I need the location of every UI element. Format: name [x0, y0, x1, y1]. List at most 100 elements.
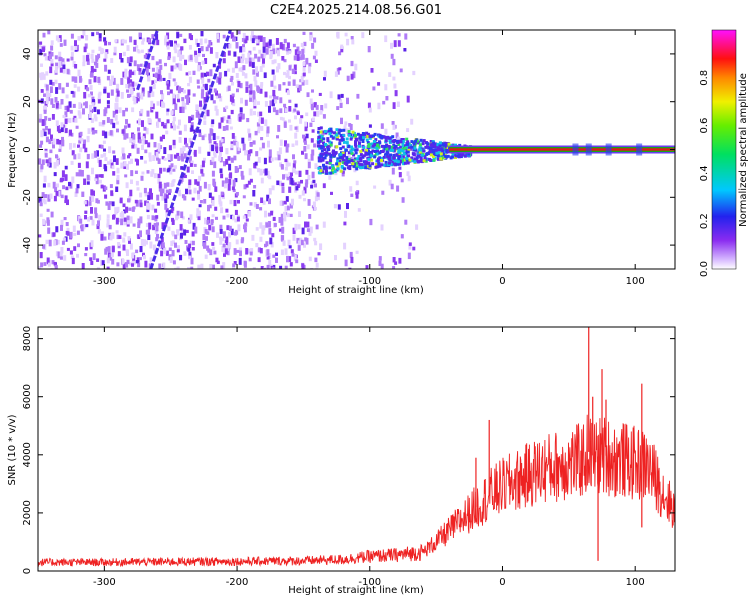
noise-cell	[50, 59, 54, 64]
noise-cell	[241, 237, 245, 242]
noise-cell	[171, 231, 175, 237]
noise-cell	[400, 234, 404, 239]
transition-cell	[339, 129, 343, 133]
noise-cell	[43, 175, 47, 183]
noise-cell	[38, 266, 42, 269]
noise-cell	[272, 75, 276, 81]
transition-cell	[429, 147, 433, 151]
noise-cell	[323, 77, 326, 81]
transition-cell	[328, 152, 331, 156]
transition-cell	[352, 164, 356, 168]
noise-cell	[286, 255, 289, 263]
transition-cell	[359, 133, 363, 137]
transition-cell	[350, 145, 354, 149]
noise-cell	[222, 231, 226, 239]
noise-cell	[45, 90, 49, 98]
noise-cell	[108, 41, 111, 46]
noise-cell	[294, 115, 297, 120]
noise-cell	[410, 118, 414, 125]
transition-cell	[413, 157, 417, 161]
noise-cell	[46, 208, 50, 212]
noise-cell	[124, 125, 127, 129]
transition-cell	[461, 152, 465, 156]
noise-cell	[144, 193, 148, 197]
noise-cell	[365, 265, 369, 269]
noise-cell	[91, 153, 95, 159]
transition-cell	[351, 162, 355, 166]
noise-cell	[176, 152, 180, 157]
noise-cell	[293, 255, 297, 261]
noise-cell	[91, 102, 95, 107]
noise-cell	[86, 58, 90, 65]
noise-cell	[129, 86, 133, 94]
transition-cell	[374, 163, 378, 166]
noise-cell	[271, 267, 275, 269]
noise-cell	[187, 219, 191, 223]
noise-cell	[311, 89, 314, 93]
transition-cell	[355, 148, 359, 152]
noise-cell	[349, 251, 353, 258]
noise-cell	[185, 72, 189, 76]
noise-cell	[105, 201, 109, 206]
noise-cell	[255, 151, 259, 157]
noise-cell	[91, 195, 95, 202]
noise-cell	[372, 86, 376, 91]
noise-cell	[304, 221, 307, 228]
noise-cell	[110, 118, 114, 125]
noise-cell	[259, 66, 263, 72]
transition-cell	[397, 150, 401, 154]
noise-cell	[137, 234, 141, 240]
noise-cell	[39, 144, 43, 148]
noise-cell	[137, 127, 140, 132]
transition-cell	[362, 160, 366, 164]
noise-cell	[154, 208, 158, 213]
transition-cell	[373, 155, 377, 159]
noise-cell	[234, 61, 238, 69]
noise-cell	[131, 263, 134, 267]
noise-cell	[145, 229, 149, 235]
noise-cell	[45, 136, 49, 143]
noise-cell	[341, 170, 345, 174]
noise-cell	[181, 228, 184, 235]
noise-cell	[253, 99, 257, 107]
noise-cell	[129, 56, 133, 63]
noise-cell	[200, 164, 204, 172]
transition-cell	[352, 162, 356, 166]
noise-cell	[136, 257, 140, 263]
noise-cell	[369, 218, 373, 226]
noise-cell	[247, 150, 251, 157]
noise-cell	[259, 248, 263, 254]
transition-cell	[323, 166, 326, 170]
noise-cell	[90, 207, 93, 214]
noise-cell	[384, 128, 388, 135]
noise-cell	[171, 121, 175, 126]
noise-cell	[244, 39, 248, 44]
noise-cell	[238, 257, 242, 265]
noise-cell	[211, 196, 215, 204]
transition-cell	[405, 157, 408, 161]
transition-cell	[328, 161, 332, 165]
noise-cell	[176, 266, 180, 269]
transition-cell	[332, 153, 335, 157]
noise-cell	[110, 233, 114, 238]
noise-cell	[166, 182, 170, 187]
noise-cell	[155, 61, 159, 66]
transition-cell	[345, 161, 349, 165]
noise-cell	[207, 184, 211, 191]
spectrogram-marks	[38, 30, 675, 269]
noise-cell	[174, 103, 178, 110]
noise-cell	[136, 98, 140, 102]
noise-cell	[198, 146, 202, 154]
noise-cell	[77, 36, 81, 41]
transition-cell	[385, 147, 389, 151]
noise-cell	[172, 98, 176, 105]
noise-cell	[120, 156, 124, 160]
noise-cell	[126, 45, 130, 51]
noise-cell	[155, 225, 159, 232]
transition-cell	[333, 151, 337, 155]
transition-cell	[339, 134, 343, 137]
noise-cell	[189, 240, 193, 246]
transition-cell	[319, 159, 323, 163]
noise-cell	[198, 48, 201, 54]
noise-cell	[111, 258, 115, 265]
